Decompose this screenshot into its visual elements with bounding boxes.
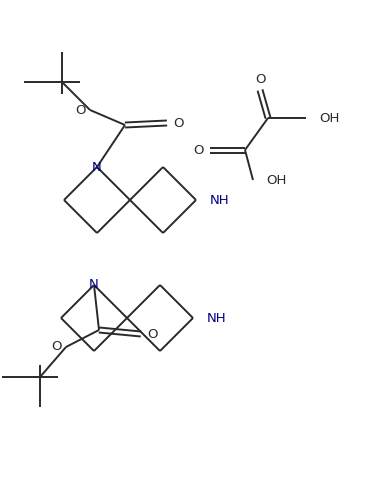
Text: N: N (89, 279, 99, 292)
Text: NH: NH (210, 194, 230, 206)
Text: OH: OH (319, 111, 339, 124)
Text: O: O (255, 73, 265, 86)
Text: O: O (147, 327, 157, 340)
Text: O: O (76, 104, 86, 117)
Text: NH: NH (207, 312, 227, 325)
Text: O: O (194, 143, 204, 156)
Text: O: O (173, 117, 183, 130)
Text: O: O (52, 340, 62, 354)
Text: OH: OH (266, 174, 287, 186)
Text: N: N (92, 161, 102, 174)
